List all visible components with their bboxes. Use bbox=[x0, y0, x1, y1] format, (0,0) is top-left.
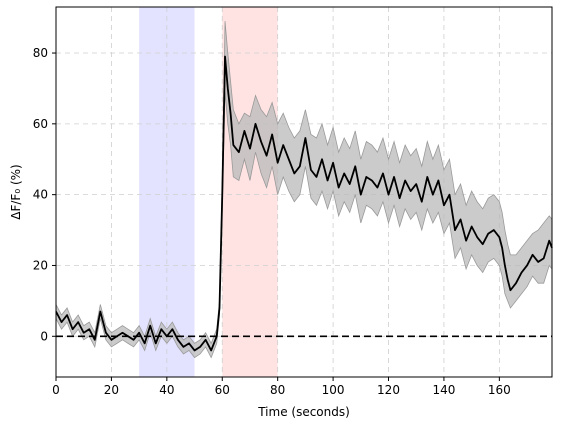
x-axis-label: Time (seconds) bbox=[257, 405, 350, 419]
x-tick-label: 160 bbox=[488, 383, 511, 397]
x-tick-label: 80 bbox=[270, 383, 285, 397]
shaded-region-2 bbox=[222, 7, 277, 377]
x-tick-label: 140 bbox=[432, 383, 455, 397]
y-tick-label: 20 bbox=[33, 258, 48, 272]
y-tick-label: 0 bbox=[40, 329, 48, 343]
x-tick-label: 40 bbox=[159, 383, 174, 397]
y-tick-label: 80 bbox=[33, 46, 48, 60]
x-tick-label: 60 bbox=[215, 383, 230, 397]
y-tick-label: 60 bbox=[33, 117, 48, 131]
x-tick-label: 100 bbox=[322, 383, 345, 397]
x-tick-label: 20 bbox=[104, 383, 119, 397]
y-axis-label: ΔF/F₀ (%) bbox=[9, 164, 23, 219]
x-tick-label: 120 bbox=[377, 383, 400, 397]
x-tick-label: 0 bbox=[52, 383, 60, 397]
y-tick-label: 40 bbox=[33, 188, 48, 202]
